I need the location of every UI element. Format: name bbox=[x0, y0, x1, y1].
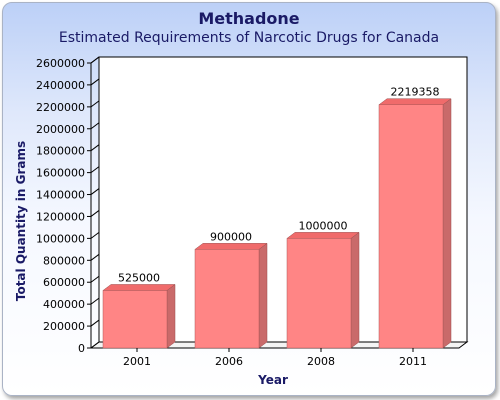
x-tick-label: 2001 bbox=[123, 355, 151, 368]
y-tick-depth-line bbox=[90, 253, 100, 261]
bar-data-label: 900000 bbox=[210, 230, 252, 243]
y-tick-label: 1200000 bbox=[36, 210, 85, 223]
y-tick-depth-line bbox=[90, 210, 100, 217]
x-tick-label: 2011 bbox=[399, 355, 427, 368]
chart-subtitle: Estimated Requirements of Narcotic Drugs… bbox=[59, 30, 439, 46]
y-tick-depth-line bbox=[90, 341, 100, 349]
y-tick-depth-line bbox=[90, 100, 100, 108]
y-tick-depth-line bbox=[90, 297, 100, 305]
bar bbox=[286, 238, 352, 349]
y-tick-depth-line bbox=[90, 144, 100, 152]
bar-side bbox=[442, 98, 452, 349]
y-tick-label: 800000 bbox=[43, 254, 85, 267]
x-tick-label: 2008 bbox=[307, 355, 335, 368]
y-tick-depth-line bbox=[90, 319, 100, 327]
y-tick-label: 1000000 bbox=[36, 232, 85, 245]
bar bbox=[102, 290, 168, 349]
bar-top bbox=[102, 284, 176, 291]
bar-data-label: 1000000 bbox=[299, 219, 348, 232]
y-tick-label: 400000 bbox=[43, 298, 85, 311]
y-tick-depth-line bbox=[90, 275, 100, 283]
y-axis-label: Total Quantity in Grams bbox=[14, 141, 28, 301]
x-axis-label: Year bbox=[257, 373, 288, 387]
bar bbox=[194, 249, 260, 349]
bar-side bbox=[258, 242, 268, 349]
y-tick-label: 2000000 bbox=[36, 123, 85, 136]
y-tick-depth-line bbox=[90, 122, 100, 130]
bar-chart: Methadone Estimated Requirements of Narc… bbox=[14, 9, 469, 387]
chart-frame: Methadone Estimated Requirements of Narc… bbox=[2, 2, 496, 396]
y-tick-depth-line bbox=[90, 188, 100, 195]
bar-data-label: 2219358 bbox=[391, 86, 440, 99]
y-tick-label: 200000 bbox=[43, 320, 85, 333]
y-tick-label: 1600000 bbox=[36, 167, 85, 180]
y-tick-label: 0 bbox=[78, 342, 85, 355]
y-tick-label: 2400000 bbox=[36, 79, 85, 92]
bar-top bbox=[194, 243, 268, 250]
plot-area: 0 200000 400000 600000 800000 1000000 1200000 1… bbox=[36, 56, 469, 368]
y-tick-label: 1400000 bbox=[36, 189, 85, 202]
y-tick-depth-line bbox=[90, 231, 100, 239]
bar-side bbox=[350, 231, 360, 349]
bar-top bbox=[286, 232, 360, 239]
y-tick-label: 2200000 bbox=[36, 101, 85, 114]
y-tick-label: 600000 bbox=[43, 276, 85, 289]
y-tick-label: 2600000 bbox=[36, 57, 85, 70]
x-tick-label: 2006 bbox=[215, 355, 243, 368]
bar-data-label: 525000 bbox=[118, 271, 160, 284]
y-tick-depth-line bbox=[90, 166, 100, 174]
bar-top bbox=[378, 98, 452, 105]
y-tick-depth-line bbox=[90, 78, 100, 86]
y-tick-label: 1800000 bbox=[36, 145, 85, 158]
bar bbox=[378, 104, 444, 349]
y-tick-depth-line bbox=[90, 56, 100, 64]
chart-title: Methadone bbox=[198, 9, 299, 28]
bar-side bbox=[166, 283, 176, 349]
